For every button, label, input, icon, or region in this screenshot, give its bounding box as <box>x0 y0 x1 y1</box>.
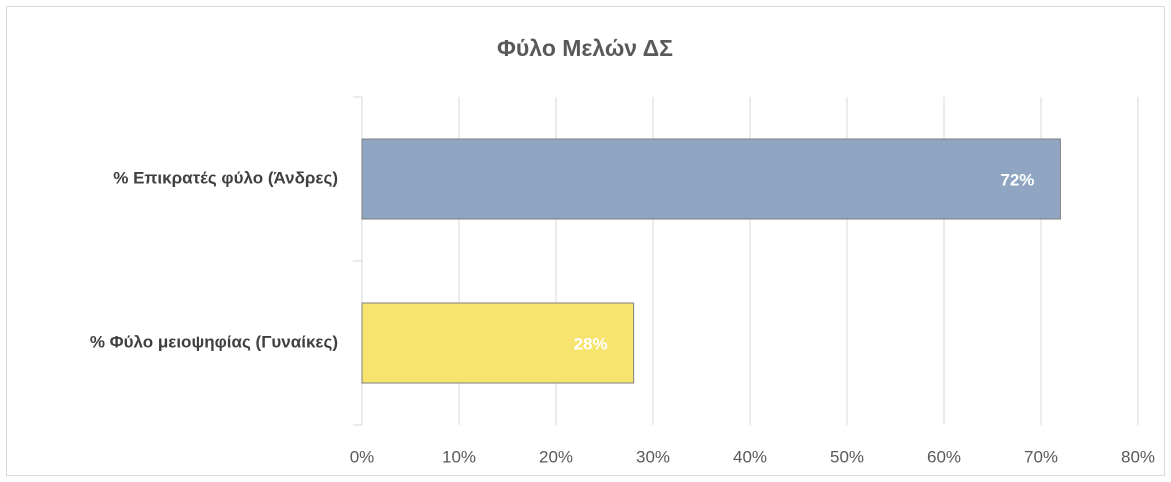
x-tick-label: 30% <box>636 447 670 466</box>
x-tick-label: 60% <box>927 447 961 466</box>
x-tick-label: 80% <box>1121 447 1155 466</box>
data-label: 28% <box>574 334 608 353</box>
bar <box>361 302 635 384</box>
x-tick-label: 70% <box>1024 447 1058 466</box>
x-tick-label: 0% <box>350 447 375 466</box>
x-tick-label: 50% <box>830 447 864 466</box>
data-label: 72% <box>1000 170 1034 189</box>
chart-title: Φύλο Μελών ΔΣ <box>497 35 673 61</box>
chart-frame <box>6 6 1165 476</box>
y-tick-label: % Επικρατές φύλο (Άνδρες) <box>113 168 338 187</box>
y-tick-label: % Φύλο μειοψηφίας (Γυναίκες) <box>90 332 338 351</box>
bar <box>361 138 1061 220</box>
x-tick-label: 10% <box>442 447 476 466</box>
x-tick-label: 20% <box>539 447 573 466</box>
x-tick-label: 40% <box>733 447 767 466</box>
